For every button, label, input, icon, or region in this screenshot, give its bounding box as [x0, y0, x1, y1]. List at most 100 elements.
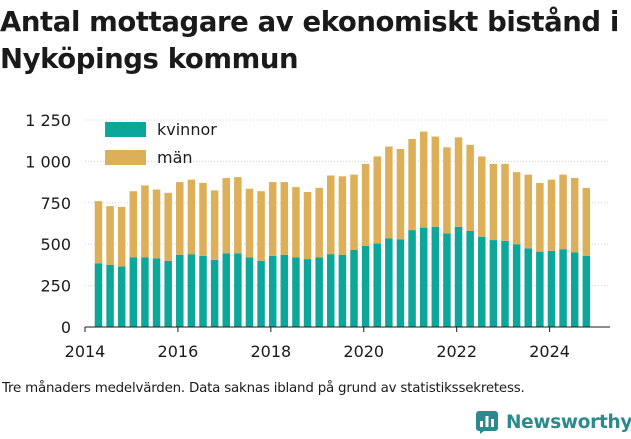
bar-man: [141, 185, 149, 258]
bar-man: [327, 175, 335, 255]
chart-title: Antal mottagare av ekonomiskt bistånd i …: [0, 6, 619, 75]
bar-kvinnor: [570, 252, 579, 327]
bar-kvinnor: [489, 240, 498, 327]
bar-man: [547, 179, 556, 251]
bar-man: [396, 148, 405, 240]
bar-man: [501, 163, 509, 241]
bar-kvinnor: [234, 253, 242, 327]
bar-kvinnor: [315, 257, 323, 327]
bar-kvinnor: [512, 244, 521, 327]
bar-man: [582, 187, 591, 256]
bar-kvinnor: [385, 238, 393, 327]
bar-man: [350, 174, 358, 250]
bar-kvinnor: [454, 226, 463, 327]
y-tick-label: 750: [40, 194, 71, 213]
bar-man: [524, 174, 532, 249]
bar-man: [338, 176, 347, 255]
bar-kvinnor: [210, 259, 219, 327]
x-tick-label: 2020: [343, 342, 384, 361]
bar-man: [117, 206, 126, 267]
bar-man: [292, 187, 300, 258]
bar-man: [106, 206, 114, 265]
bar-man: [419, 131, 428, 228]
bar-man: [164, 192, 172, 261]
bar-kvinnor: [141, 257, 149, 327]
legend-label-kvinnor: kvinnor: [157, 120, 217, 139]
bar-man: [222, 177, 230, 254]
x-tick-label: 2022: [436, 342, 477, 361]
bar-man: [129, 191, 138, 258]
y-tick-label: 250: [40, 277, 71, 296]
bar-kvinnor: [152, 258, 161, 327]
bar-kvinnor: [222, 253, 230, 327]
bar-man: [199, 182, 207, 256]
x-tick-label: 2016: [158, 342, 199, 361]
bar-man: [152, 189, 161, 259]
x-axis-ticks: 2014 2016 2018 2020 2022 2024: [65, 327, 570, 361]
bar-man: [257, 191, 265, 261]
bar-man: [245, 188, 254, 258]
bar-kvinnor: [408, 230, 416, 327]
bar-man: [431, 136, 440, 227]
bar-man: [234, 177, 242, 254]
bar-man: [280, 182, 289, 255]
bar-kvinnor: [164, 260, 172, 327]
y-tick-label: 1 000: [25, 152, 71, 171]
x-tick-label: 2018: [250, 342, 291, 361]
bar-man: [443, 147, 451, 234]
bar-man: [559, 174, 567, 250]
y-tick-label: 500: [40, 235, 71, 254]
bar-kvinnor: [338, 254, 347, 327]
bar-man: [268, 182, 277, 256]
bar-man: [489, 163, 498, 241]
bar-kvinnor: [245, 257, 254, 327]
bar-man: [361, 163, 370, 246]
bar-kvinnor: [129, 257, 138, 327]
x-tick-label: 2014: [65, 342, 106, 361]
bar-kvinnor: [257, 260, 265, 327]
bar-kvinnor: [478, 236, 486, 327]
bar-kvinnor: [547, 250, 556, 327]
bar-man: [408, 139, 416, 231]
bar-man: [385, 146, 393, 239]
legend-label-man: män: [157, 148, 193, 167]
bar-man: [466, 144, 474, 231]
bar-kvinnor: [268, 255, 277, 327]
bar-kvinnor: [117, 266, 126, 327]
bar-kvinnor: [559, 249, 567, 327]
bar-kvinnor: [431, 226, 440, 327]
brand-name: Newsworthy: [506, 411, 631, 433]
legend: kvinnor män: [105, 120, 217, 167]
bar-man: [512, 172, 521, 245]
bar-man: [478, 156, 486, 237]
legend-swatch-man: [105, 150, 146, 165]
bar-man: [373, 156, 381, 244]
bar-man: [210, 190, 219, 260]
bar-man: [454, 137, 463, 227]
y-axis-tick-labels: 0 250 500 750 1 000 1 250: [25, 111, 71, 337]
bars: [94, 131, 591, 327]
bar-kvinnor: [361, 245, 370, 327]
bar-man: [176, 182, 184, 255]
bar-man: [570, 177, 579, 253]
bar-kvinnor: [327, 254, 335, 327]
bar-kvinnor: [106, 264, 114, 327]
y-tick-label: 0: [61, 318, 71, 337]
bar-kvinnor: [419, 227, 428, 327]
bar-kvinnor: [350, 250, 358, 327]
bar-man: [303, 192, 312, 260]
bar-kvinnor: [176, 254, 184, 327]
bar-kvinnor: [501, 240, 509, 327]
bar-kvinnor: [582, 255, 591, 327]
bar-kvinnor: [536, 251, 544, 327]
bar-man: [94, 201, 103, 264]
gridlines: [85, 119, 610, 287]
bar-kvinnor: [199, 255, 207, 327]
x-tick-label: 2024: [529, 342, 570, 361]
bar-man: [536, 182, 544, 252]
bar-kvinnor: [373, 243, 381, 327]
chart-caption: Tre månaders medelvärden. Data saknas ib…: [2, 381, 525, 396]
bar-kvinnor: [187, 254, 196, 327]
bar-man: [187, 179, 196, 255]
